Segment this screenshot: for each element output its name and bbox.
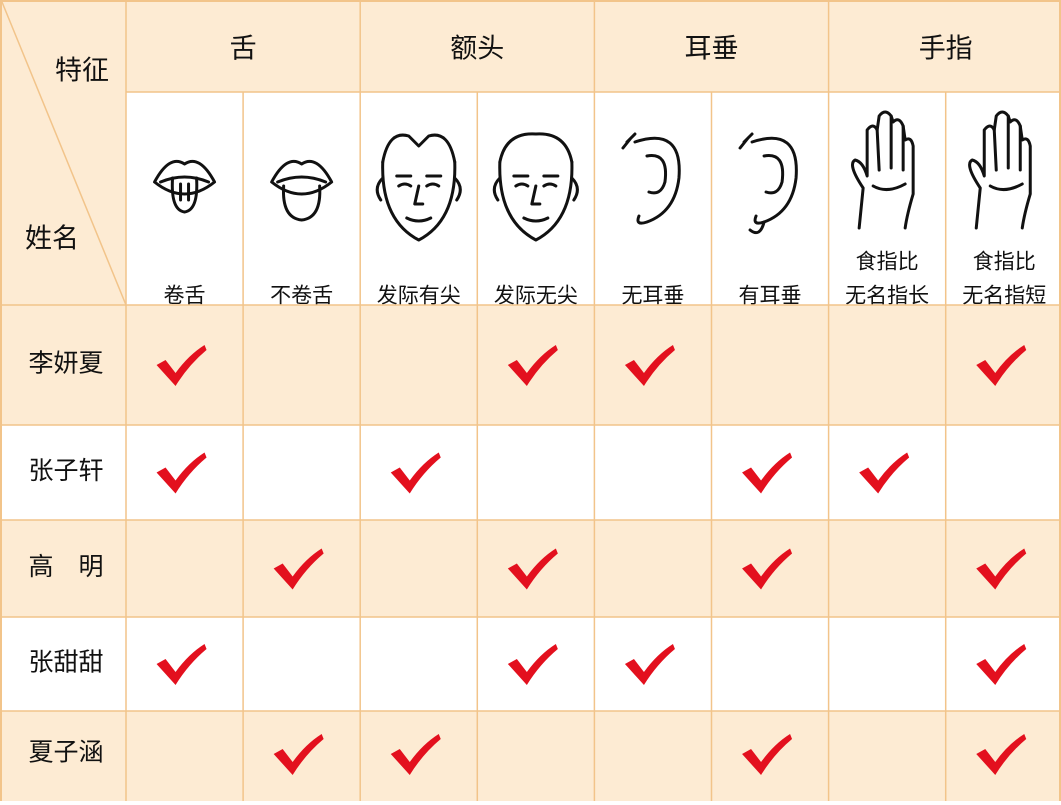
illustration-stroke (750, 136, 798, 225)
group-label: 舌 (230, 34, 257, 65)
trait-label: 无耳垂 (621, 284, 684, 308)
illustration-stroke (492, 176, 579, 202)
illustration-stroke (514, 182, 558, 188)
illustration-stroke (871, 182, 907, 191)
illustration-stroke (381, 133, 457, 164)
check-mark (742, 548, 793, 590)
group-label: 耳垂 (685, 34, 739, 65)
check-mark (273, 734, 324, 775)
illustration-stroke (988, 182, 1024, 191)
check-mark (507, 548, 558, 590)
check-mark (859, 452, 910, 494)
check-mark (742, 734, 793, 775)
trait-illustration (621, 132, 681, 225)
illustration-stroke (621, 132, 637, 150)
illustration-stroke (522, 184, 550, 223)
trait-illustration (851, 110, 915, 230)
check-mark (390, 734, 441, 775)
illustration-stroke (276, 175, 328, 184)
illustration-stroke (645, 154, 668, 195)
illustration-stroke (968, 110, 1032, 230)
trait-illustration (492, 132, 579, 242)
illustration-stroke (405, 184, 433, 223)
trait-illustration (270, 159, 334, 222)
trait-label: 卷舌 (164, 284, 206, 308)
illustration-stroke (633, 136, 681, 225)
check-mark (976, 548, 1027, 590)
trait-label: 食指比 (856, 250, 919, 274)
illustration-stroke (992, 114, 1022, 172)
student-name: 夏子涵 (28, 738, 103, 767)
illustration-stroke (159, 175, 211, 184)
corner-top-label: 特征 (55, 56, 109, 87)
image-row-background (126, 92, 1061, 305)
illustration-stroke (748, 220, 766, 235)
illustration-stroke (170, 176, 199, 214)
student-name: 张子轩 (28, 456, 103, 485)
group-label: 额头 (450, 34, 504, 65)
group-label: 手指 (919, 34, 973, 65)
trait-illustration (738, 132, 798, 235)
check-mark (390, 452, 441, 494)
check-mark (156, 644, 207, 685)
illustration-stroke (875, 114, 905, 172)
check-mark (976, 644, 1027, 685)
student-name: 高 明 (28, 552, 103, 581)
student-name: 张甜甜 (28, 648, 103, 677)
trait-label: 发际有尖 (377, 284, 461, 308)
illustration-stroke (381, 160, 457, 242)
check-mark (976, 734, 1027, 775)
illustration-stroke (851, 110, 915, 230)
trait-label: 食指比 (973, 250, 1036, 274)
row-background (0, 711, 1061, 805)
trait-label: 有耳垂 (739, 284, 802, 308)
corner-diagonal (1, 1, 127, 306)
trait-illustration (375, 133, 462, 242)
trait-label: 不卷舌 (270, 284, 333, 308)
illustration-stroke (738, 132, 754, 150)
illustration-stroke (375, 176, 462, 202)
check-mark (624, 345, 675, 386)
illustration-stroke (397, 182, 441, 188)
check-mark (742, 452, 793, 494)
student-name: 李妍夏 (28, 349, 103, 378)
corner-bottom-label: 姓名 (25, 224, 79, 255)
trait-label: 发际无尖 (494, 284, 578, 308)
row-background (0, 520, 1061, 617)
check-mark (624, 644, 675, 685)
check-mark (507, 644, 558, 685)
illustration-stroke (762, 154, 785, 195)
trait-illustration (153, 159, 217, 214)
row-background (0, 305, 1061, 425)
trait-label: 无名指长 (845, 284, 929, 308)
check-mark (273, 548, 324, 590)
illustration-stroke (270, 159, 334, 196)
illustration-stroke (498, 132, 574, 164)
check-mark (976, 345, 1027, 386)
illustration-stroke (281, 184, 322, 222)
trait-illustration (968, 110, 1032, 230)
illustration-stroke (498, 160, 574, 242)
illustration-stroke (179, 182, 191, 202)
check-mark (156, 452, 207, 494)
trait-label: 无名指短 (962, 284, 1046, 308)
check-mark (156, 345, 207, 386)
illustration-stroke (153, 159, 217, 196)
check-mark (507, 345, 558, 386)
